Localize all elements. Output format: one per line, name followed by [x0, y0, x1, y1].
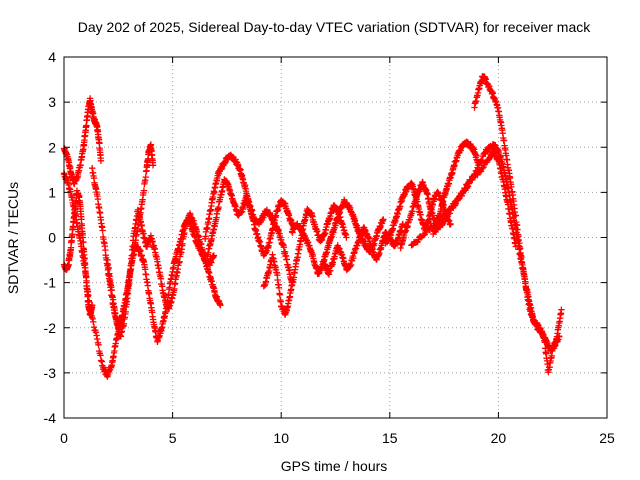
data-point [541, 339, 549, 346]
data-point [478, 157, 486, 164]
axis-ticks: 0 5 10 15 20 25 -4 -3 -2 -1 0 1 2 3 4 [44, 49, 615, 446]
data-point [276, 291, 284, 298]
data-point [97, 357, 105, 364]
data-point [380, 216, 387, 223]
data-point [86, 298, 93, 306]
data-point [438, 222, 446, 229]
x-tick-label: 25 [599, 430, 615, 446]
y-tick-label: 1 [48, 184, 56, 200]
data-points [60, 73, 565, 380]
y-tick-label: 0 [48, 230, 56, 246]
data-point [142, 173, 149, 181]
data-point [446, 210, 453, 217]
data-point [105, 265, 112, 272]
data-point [129, 243, 136, 250]
data-point [421, 231, 428, 238]
y-tick-label: 2 [48, 139, 56, 155]
data-point [126, 280, 133, 288]
x-tick-label: 0 [60, 430, 68, 446]
y-tick-label: -4 [44, 410, 57, 426]
data-point [443, 215, 450, 222]
y-tick-label: -2 [44, 320, 57, 336]
x-tick-label: 10 [273, 430, 289, 446]
data-point [471, 171, 479, 178]
y-tick-label: 3 [48, 94, 56, 110]
y-tick-label: 4 [48, 49, 56, 65]
data-point [473, 167, 480, 174]
data-point [470, 171, 478, 179]
data-point [343, 234, 350, 241]
data-point [92, 329, 100, 336]
data-point [217, 301, 224, 309]
data-point [459, 188, 466, 195]
y-tick-label: -3 [44, 365, 57, 381]
data-point [275, 284, 283, 291]
data-point [399, 220, 407, 228]
x-tick-label: 20 [491, 430, 507, 446]
data-point [128, 252, 135, 259]
data-point [480, 163, 487, 171]
y-axis-label: SDTVAR / TECUs [5, 182, 21, 294]
data-point [127, 267, 134, 274]
data-point [157, 275, 165, 282]
data-point [447, 220, 454, 228]
chart-title: Day 202 of 2025, Sidereal Day-to-day VTE… [78, 19, 591, 35]
x-axis-label: GPS time / hours [281, 458, 388, 474]
data-point [210, 252, 218, 259]
data-point [94, 335, 101, 343]
data-point [97, 157, 105, 164]
y-tick-label: -1 [44, 275, 57, 291]
data-point [140, 187, 148, 194]
data-point [452, 200, 459, 207]
data-point [95, 341, 102, 348]
data-point [526, 300, 533, 307]
data-point [99, 227, 106, 234]
x-tick-label: 15 [382, 430, 398, 446]
data-point [464, 180, 472, 187]
data-point [558, 306, 565, 313]
x-tick-label: 5 [169, 430, 177, 446]
data-point [512, 212, 519, 219]
data-point [127, 262, 135, 269]
data-point [108, 286, 115, 294]
data-point [90, 318, 97, 326]
data-point [149, 162, 157, 169]
data-point [477, 157, 485, 165]
